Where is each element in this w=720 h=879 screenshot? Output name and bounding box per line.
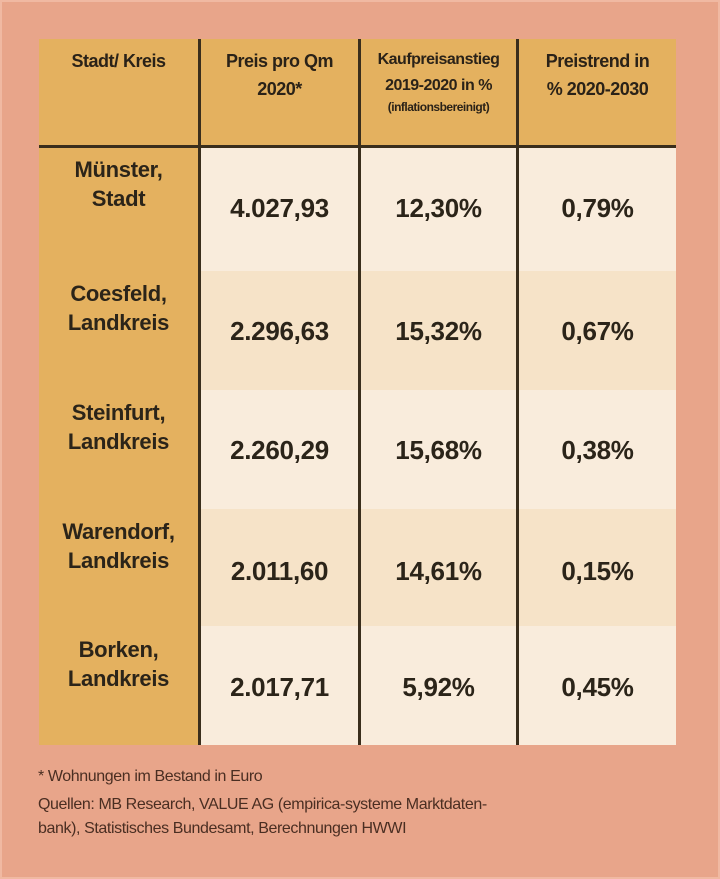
header-trend: Preistrend in % 2020-2030 (519, 39, 676, 147)
increase-cell: 14,61% (395, 556, 482, 586)
increase-cell: 15,32% (395, 316, 482, 346)
city-column (39, 148, 198, 745)
header-city: Stadt/ Kreis (39, 39, 198, 147)
trend-cell: 0,38% (561, 435, 634, 465)
price-table: Stadt/ Kreis Preis pro Qm 2020* Kaufprei… (39, 39, 676, 745)
header-increase: Kaufpreisanstieg 2019-2020 in % (inflati… (361, 39, 516, 147)
header-city-label: Stadt/ Kreis (71, 51, 166, 71)
footnote: * Wohnungen im Bestand in Euro (38, 768, 263, 785)
table-row (201, 509, 676, 626)
city-line2: Landkreis (67, 429, 170, 454)
header-price: Preis pro Qm 2020* (201, 39, 358, 147)
city-line1: Coesfeld, (70, 281, 167, 306)
city-line1: Münster, (74, 157, 163, 182)
city-name: Borken, Landkreis (39, 635, 198, 693)
table-row (201, 390, 676, 509)
increase-cell: 12,30% (395, 193, 482, 223)
city-line1: Warendorf, (62, 519, 175, 544)
header-divider (39, 145, 676, 148)
trend-cell: 0,79% (561, 193, 634, 223)
trend-cell: 0,15% (561, 556, 634, 586)
sources-line1: Quellen: MB Research, VALUE AG (empirica… (38, 796, 487, 813)
increase-cell: 5,92% (402, 672, 475, 702)
increase-cell: 15,68% (395, 435, 482, 465)
city-line2: Landkreis (67, 666, 170, 691)
header-increase-line1: Kaufpreisanstieg (377, 51, 500, 68)
header-price-line2: 2020* (257, 79, 302, 99)
price-cell: 4.027,93 (230, 193, 329, 223)
header-price-line1: Preis pro Qm (225, 51, 334, 71)
column-divider (198, 39, 201, 745)
city-line2: Landkreis (67, 548, 170, 573)
table-row (201, 148, 676, 271)
city-name: Münster, Stadt (39, 155, 198, 213)
city-name: Coesfeld, Landkreis (39, 279, 198, 337)
column-divider (516, 39, 519, 745)
city-line1: Steinfurt, (71, 400, 166, 425)
price-cell: 2.260,29 (230, 435, 329, 465)
trend-cell: 0,45% (561, 672, 634, 702)
header-trend-line1: Preistrend in (545, 51, 650, 71)
city-line2: Landkreis (67, 310, 170, 335)
header-increase-line3: (inflationsbereinigt) (387, 100, 490, 114)
footer: * Wohnungen im Bestand in Euro Quellen: … (38, 765, 678, 845)
sources-line2: bank), Statistisches Bundesamt, Berechnu… (38, 820, 407, 837)
price-cell: 2.011,60 (230, 556, 329, 586)
city-name: Warendorf, Landkreis (39, 517, 198, 575)
trend-cell: 0,67% (561, 316, 634, 346)
city-line1: Borken, (78, 637, 159, 662)
header-increase-line2: 2019-2020 in % (385, 77, 492, 94)
table-row (201, 626, 676, 745)
header-trend-line2: % 2020-2030 (546, 79, 649, 99)
city-line2: Stadt (91, 186, 146, 211)
column-divider (358, 39, 361, 745)
table-row (201, 271, 676, 390)
price-cell: 2.017,71 (230, 672, 329, 702)
price-cell: 2.296,63 (230, 316, 329, 346)
city-name: Steinfurt, Landkreis (39, 398, 198, 456)
